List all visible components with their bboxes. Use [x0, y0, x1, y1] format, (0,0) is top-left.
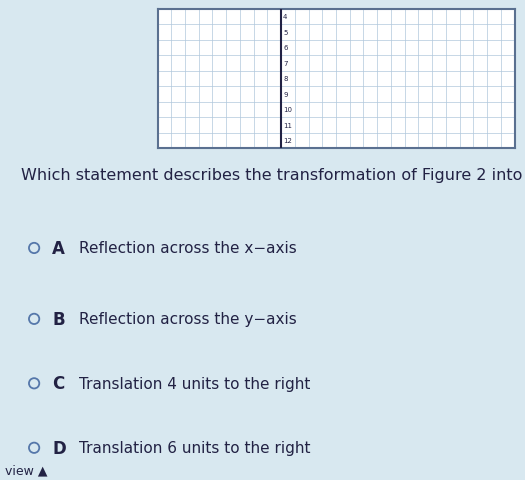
Text: 6: 6	[283, 45, 288, 51]
Text: view ▲: view ▲	[5, 464, 48, 477]
Text: 11: 11	[283, 122, 292, 129]
Text: 12: 12	[283, 138, 292, 144]
Text: B: B	[52, 310, 65, 328]
Text: Translation 4 units to the right: Translation 4 units to the right	[79, 376, 310, 391]
Text: C: C	[52, 374, 65, 393]
Text: 10: 10	[283, 107, 292, 113]
Text: A: A	[52, 240, 65, 257]
Text: Reflection across the x−axis: Reflection across the x−axis	[79, 241, 297, 256]
Text: Which statement describes the transformation of Figure 2 into Figure 3?: Which statement describes the transforma…	[21, 168, 525, 183]
Text: 8: 8	[283, 76, 288, 82]
Text: D: D	[52, 439, 66, 457]
Text: 5: 5	[283, 30, 288, 36]
Text: 4: 4	[283, 14, 288, 20]
Text: 9: 9	[283, 92, 288, 97]
Text: 7: 7	[283, 61, 288, 67]
Text: Reflection across the y−axis: Reflection across the y−axis	[79, 312, 297, 327]
Text: Translation 6 units to the right: Translation 6 units to the right	[79, 440, 310, 456]
